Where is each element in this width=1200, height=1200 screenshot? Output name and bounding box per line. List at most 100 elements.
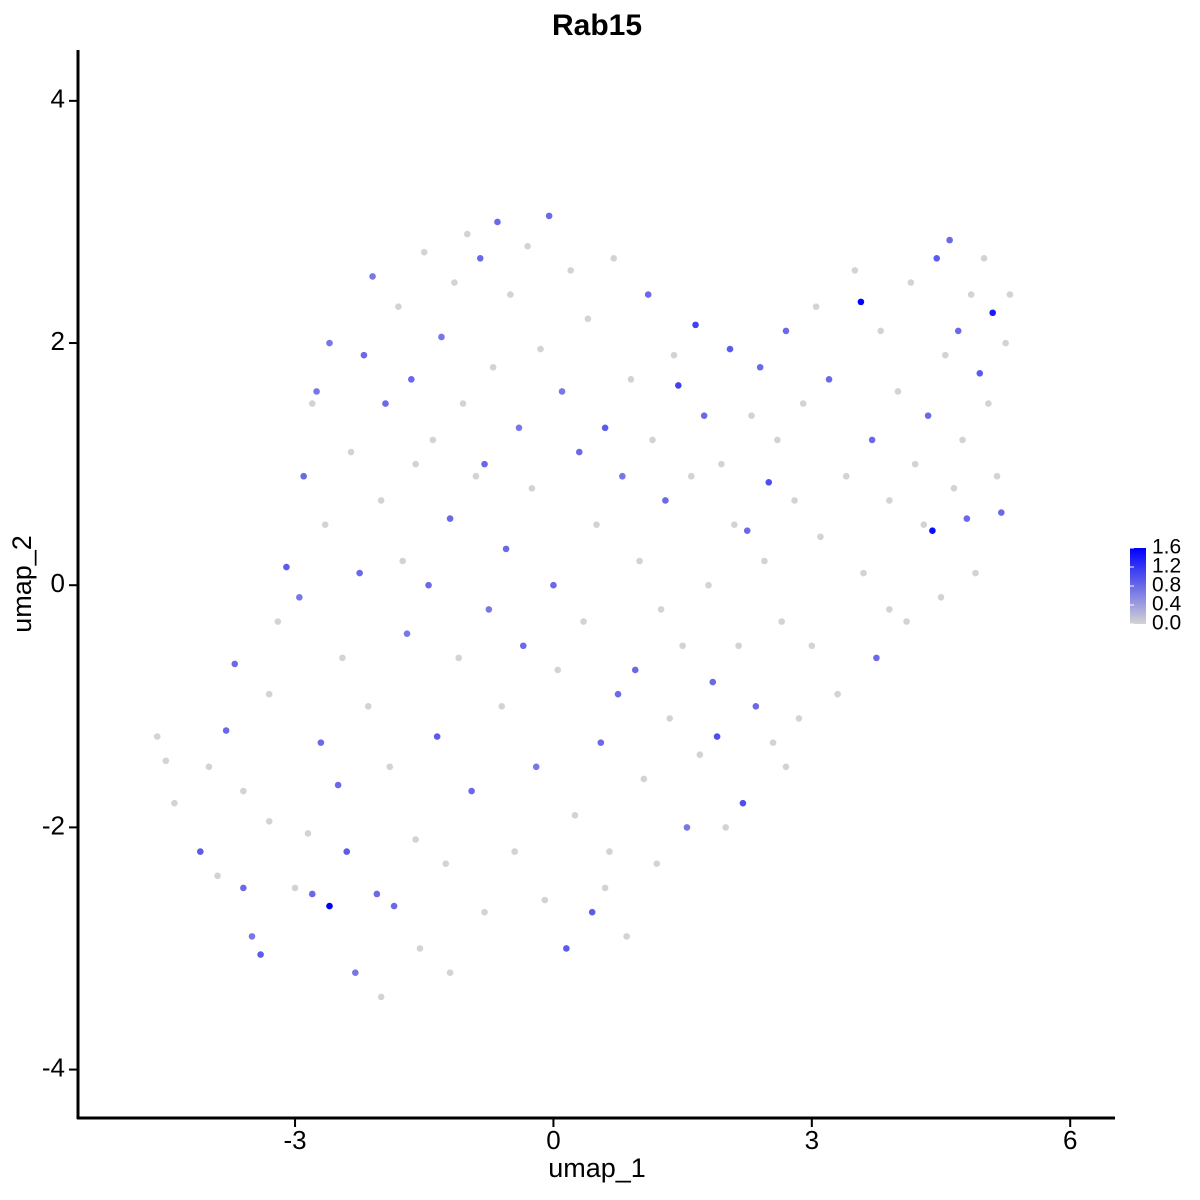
point [731, 521, 738, 528]
point [481, 908, 488, 916]
point [946, 236, 953, 244]
point [197, 848, 204, 855]
point [791, 497, 798, 504]
point [326, 902, 333, 910]
point [485, 606, 493, 613]
point [860, 569, 867, 577]
point [857, 298, 865, 306]
point [541, 896, 549, 904]
point [502, 545, 510, 553]
point [265, 690, 273, 698]
point [308, 890, 316, 898]
point [494, 218, 501, 226]
point [713, 733, 721, 740]
point [442, 860, 450, 868]
x-tick-label: 3 [805, 1125, 819, 1155]
point [593, 521, 600, 528]
point [967, 291, 975, 298]
point [933, 254, 941, 262]
point [567, 267, 574, 274]
point [403, 630, 411, 637]
point [1002, 339, 1009, 347]
point [468, 787, 475, 795]
point [313, 388, 320, 395]
colorbar-tick-label: 0.0 [1152, 612, 1181, 635]
point [687, 472, 695, 480]
point [894, 388, 902, 395]
point [756, 363, 764, 371]
point [649, 436, 656, 444]
point [675, 382, 682, 389]
point [989, 309, 996, 317]
point [575, 448, 583, 456]
point [248, 933, 256, 940]
point [339, 654, 346, 662]
point [657, 606, 665, 613]
point [550, 581, 557, 589]
point [683, 824, 691, 831]
point [886, 606, 893, 613]
point [1006, 291, 1014, 298]
point [985, 400, 992, 407]
point [614, 690, 622, 698]
point [451, 279, 458, 286]
point [162, 757, 170, 765]
point [489, 363, 497, 371]
point [937, 594, 945, 601]
point [390, 902, 398, 910]
colorbar-tick-label: 0.4 [1152, 593, 1182, 616]
point [752, 702, 760, 710]
point [976, 370, 984, 377]
point [446, 515, 454, 522]
point [222, 727, 230, 734]
y-tick-label: -2 [42, 810, 65, 840]
point [283, 563, 290, 571]
point [692, 321, 699, 329]
point [782, 763, 790, 771]
point [851, 267, 859, 274]
point [623, 933, 630, 940]
point [308, 400, 316, 407]
point [911, 460, 919, 468]
point [954, 327, 962, 335]
x-axis-label: umap_1 [548, 1153, 646, 1183]
point [296, 594, 303, 601]
point [558, 388, 566, 395]
point [528, 485, 536, 492]
point [373, 890, 381, 898]
point [364, 702, 372, 710]
y-tick-label: 0 [51, 568, 65, 598]
point [998, 509, 1005, 516]
point [429, 436, 437, 444]
point [257, 951, 264, 958]
point [640, 775, 648, 783]
point [459, 400, 467, 407]
point [412, 836, 419, 843]
point [903, 618, 910, 625]
point [735, 642, 742, 650]
point [205, 763, 213, 771]
point [769, 739, 777, 746]
point [799, 400, 807, 407]
point [438, 333, 445, 341]
point [873, 654, 880, 662]
point [959, 436, 966, 444]
point [153, 733, 161, 740]
point [709, 678, 717, 686]
point [382, 400, 389, 407]
point [171, 799, 178, 807]
point [240, 787, 247, 795]
point [670, 351, 678, 359]
point [718, 460, 725, 468]
point [920, 521, 928, 528]
point [980, 254, 988, 262]
point [412, 460, 419, 468]
point [321, 521, 329, 528]
point [408, 376, 415, 383]
point [545, 212, 553, 220]
point [653, 860, 661, 868]
point [606, 848, 613, 855]
point [356, 569, 363, 577]
point [950, 485, 958, 492]
point [300, 472, 307, 480]
